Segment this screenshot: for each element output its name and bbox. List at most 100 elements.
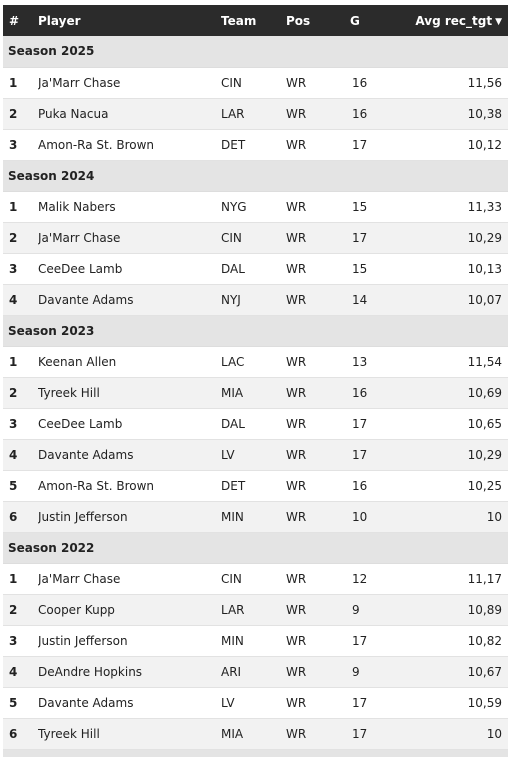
cell-games: 15 — [350, 253, 406, 285]
column-header-player[interactable]: Player — [38, 13, 81, 28]
cell-pos: WR — [286, 377, 350, 409]
table-row[interactable]: 2 Ja'Marr Chase CIN WR 17 10,29 — [3, 222, 508, 254]
cell-games: 16 — [350, 67, 406, 99]
table-row[interactable]: 5 Davante Adams LV WR 17 10,59 — [3, 687, 508, 719]
season-label: Season 2024 — [3, 160, 508, 192]
column-header-avg-rec-tgt[interactable]: Avg rec_tgt ▼ — [406, 5, 508, 36]
cell-rank: 1 — [3, 67, 38, 99]
table-row[interactable]: 6 Justin Jefferson MIN WR 10 10 — [3, 501, 508, 533]
table-row[interactable]: 1 Ja'Marr Chase CIN WR 12 11,17 — [3, 563, 508, 595]
cell-team: LAC — [221, 346, 286, 378]
cell-games: 16 — [350, 377, 406, 409]
cell-rank: 2 — [3, 222, 38, 254]
table-row[interactable]: 1 Keenan Allen LAC WR 13 11,54 — [3, 346, 508, 378]
table-row[interactable]: 6 Tyreek Hill MIA WR 17 10 — [3, 718, 508, 750]
table-row[interactable]: 1 Malik Nabers NYG WR 15 11,33 — [3, 191, 508, 223]
cell-avg-rec-tgt: 10,67 — [406, 656, 508, 688]
season-group-row: Season 2025 — [3, 36, 508, 68]
cell-games: 17 — [350, 408, 406, 440]
cell-team: MIA — [221, 377, 286, 409]
table-row[interactable]: 4 Davante Adams LV WR 17 10,29 — [3, 439, 508, 471]
cell-avg-rec-tgt: 10,25 — [406, 470, 508, 502]
table-row[interactable]: 3 CeeDee Lamb DAL WR 15 10,13 — [3, 253, 508, 285]
cell-pos: WR — [286, 439, 350, 471]
cell-games: 10 — [350, 501, 406, 533]
cell-pos: WR — [286, 98, 350, 130]
table-row[interactable]: 4 DeAndre Hopkins ARI WR 9 10,67 — [3, 656, 508, 688]
cell-rank: 3 — [3, 408, 38, 440]
cell-pos: WR — [286, 687, 350, 719]
table-row[interactable]: 1 Ja'Marr Chase CIN WR 16 11,56 — [3, 67, 508, 99]
cell-team: DAL — [221, 253, 286, 285]
cell-avg-rec-tgt: 10,38 — [406, 98, 508, 130]
cell-rank: 4 — [3, 439, 38, 471]
season-group-row: Season 2023 — [3, 315, 508, 347]
cell-rank: 2 — [3, 98, 38, 130]
cell-games: 9 — [350, 594, 406, 626]
cell-rank: 6 — [3, 501, 38, 533]
cell-team: MIN — [221, 501, 286, 533]
cell-player: Tyreek Hill — [38, 377, 221, 409]
sort-descending-icon[interactable]: ▼ — [495, 16, 502, 27]
cell-avg-rec-tgt: 10,29 — [406, 439, 508, 471]
cell-pos: WR — [286, 284, 350, 316]
cell-player: Ja'Marr Chase — [38, 67, 221, 99]
cell-player: CeeDee Lamb — [38, 253, 221, 285]
cell-pos: WR — [286, 346, 350, 378]
cell-team: CIN — [221, 67, 286, 99]
table-row[interactable]: 3 Justin Jefferson MIN WR 17 10,82 — [3, 625, 508, 657]
cell-rank: 4 — [3, 284, 38, 316]
table-row[interactable]: 3 CeeDee Lamb DAL WR 17 10,65 — [3, 408, 508, 440]
season-label — [3, 749, 508, 757]
season-group-row — [3, 749, 508, 757]
cell-pos: WR — [286, 408, 350, 440]
cell-rank: 3 — [3, 129, 38, 161]
cell-team: MIN — [221, 625, 286, 657]
cell-player: Justin Jefferson — [38, 625, 221, 657]
cell-pos: WR — [286, 501, 350, 533]
table-header: # Player Team Pos G Avg rec_tgt ▼ — [3, 5, 508, 36]
cell-player: Cooper Kupp — [38, 594, 221, 626]
cell-games: 17 — [350, 687, 406, 719]
cell-team: MIA — [221, 718, 286, 750]
cell-player: Davante Adams — [38, 687, 221, 719]
cell-games: 17 — [350, 222, 406, 254]
column-header-pos[interactable]: Pos — [286, 13, 311, 28]
cell-avg-rec-tgt: 10,13 — [406, 253, 508, 285]
cell-player: Amon-Ra St. Brown — [38, 470, 221, 502]
table-row[interactable]: 3 Amon-Ra St. Brown DET WR 17 10,12 — [3, 129, 508, 161]
cell-team: LV — [221, 687, 286, 719]
table-row[interactable]: 5 Amon-Ra St. Brown DET WR 16 10,25 — [3, 470, 508, 502]
cell-rank: 2 — [3, 377, 38, 409]
cell-pos: WR — [286, 594, 350, 626]
cell-team: NYG — [221, 191, 286, 223]
cell-rank: 4 — [3, 656, 38, 688]
cell-avg-rec-tgt: 11,54 — [406, 346, 508, 378]
season-label: Season 2025 — [3, 36, 508, 68]
cell-games: 12 — [350, 563, 406, 595]
cell-player: Amon-Ra St. Brown — [38, 129, 221, 161]
cell-avg-rec-tgt: 10,07 — [406, 284, 508, 316]
cell-rank: 1 — [3, 563, 38, 595]
table-row[interactable]: 2 Cooper Kupp LAR WR 9 10,89 — [3, 594, 508, 626]
table-row[interactable]: 2 Tyreek Hill MIA WR 16 10,69 — [3, 377, 508, 409]
cell-pos: WR — [286, 718, 350, 750]
column-header-team[interactable]: Team — [221, 13, 257, 28]
cell-games: 17 — [350, 625, 406, 657]
table-row[interactable]: 2 Puka Nacua LAR WR 16 10,38 — [3, 98, 508, 130]
cell-rank: 3 — [3, 253, 38, 285]
cell-pos: WR — [286, 563, 350, 595]
cell-pos: WR — [286, 129, 350, 161]
column-header-rank[interactable]: # — [9, 13, 20, 28]
cell-player: Malik Nabers — [38, 191, 221, 223]
column-header-avg-label: Avg rec_tgt — [415, 13, 493, 28]
cell-team: ARI — [221, 656, 286, 688]
season-label: Season 2023 — [3, 315, 508, 347]
cell-rank: 6 — [3, 718, 38, 750]
cell-games: 9 — [350, 656, 406, 688]
cell-rank: 1 — [3, 346, 38, 378]
season-group-row: Season 2022 — [3, 532, 508, 564]
cell-avg-rec-tgt: 10,65 — [406, 408, 508, 440]
table-row[interactable]: 4 Davante Adams NYJ WR 14 10,07 — [3, 284, 508, 316]
column-header-g[interactable]: G — [350, 13, 360, 28]
